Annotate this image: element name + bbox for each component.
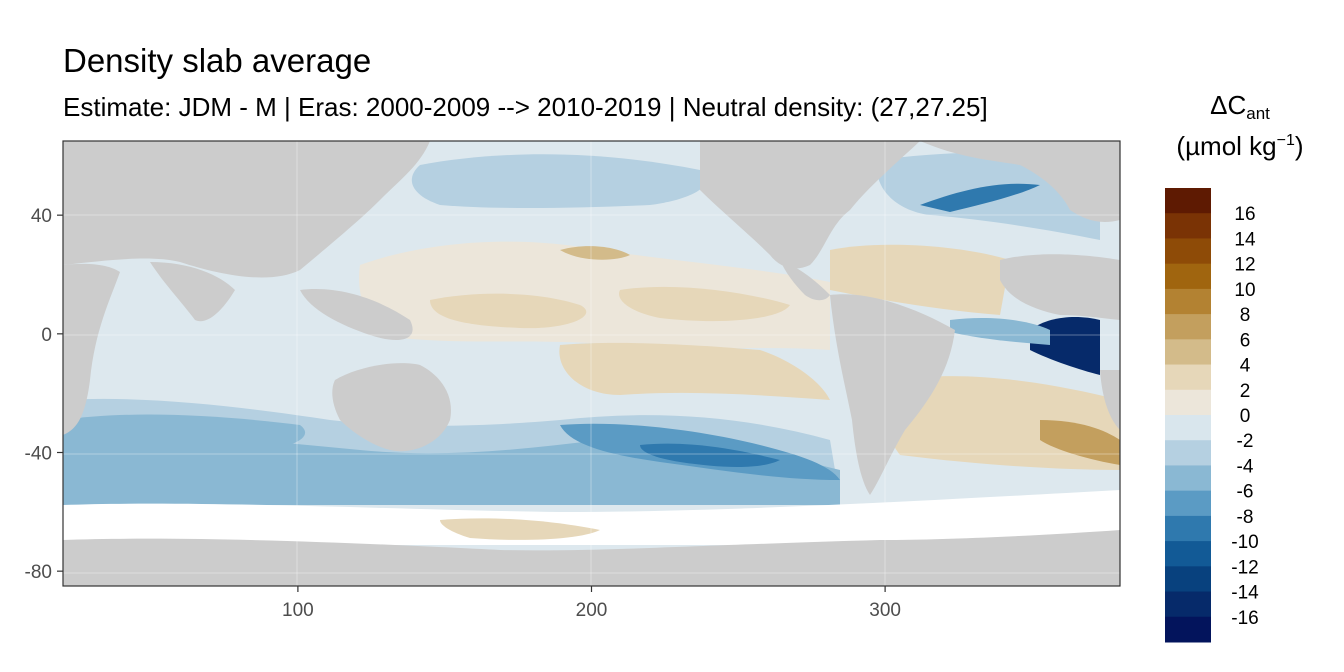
x-axis: 100 200 300 (282, 586, 901, 621)
legend-label: -10 (1231, 532, 1258, 553)
legend-label: 2 (1240, 381, 1251, 402)
antarctic-no-data (63, 490, 1120, 545)
legend-unit-pre: (µmol kg (1176, 130, 1277, 161)
legend-title: ΔCant (µmol kg−1) (1160, 86, 1320, 166)
pacific-tan-patch-1 (430, 293, 587, 329)
x-tick-label: 100 (282, 600, 314, 621)
south-pacific-darker (640, 443, 780, 467)
legend-swatch (1165, 288, 1211, 315)
pacific-tan-patch-3 (560, 246, 630, 260)
land-southern-africa-tip (1100, 370, 1120, 430)
legend-swatch (1165, 616, 1211, 643)
legend-label: -12 (1231, 557, 1258, 578)
south-atlantic-brown (1040, 420, 1120, 465)
legend-swatch (1165, 188, 1211, 214)
land-greenland-europe (920, 141, 1120, 222)
legend-swatch (1165, 213, 1211, 239)
chart-subtitle: Estimate: JDM - M | Eras: 2000-2009 --> … (63, 92, 988, 122)
land-asia (63, 141, 430, 278)
x-tick-label: 300 (869, 600, 901, 621)
north-atlantic-tan (830, 244, 1010, 315)
legend-title-line1: ΔCant (1160, 86, 1320, 127)
legend-label: -6 (1237, 482, 1254, 503)
legend-swatch (1165, 314, 1211, 340)
legend-swatch (1165, 263, 1211, 290)
legend-title-main: ΔC (1210, 90, 1247, 120)
legend-label: -4 (1237, 456, 1254, 477)
land-india (150, 262, 235, 322)
land-central-america (780, 260, 830, 301)
legend-swatch (1165, 415, 1211, 441)
antarctic-shelf-tan (440, 518, 600, 540)
legend-unit-post: ) (1294, 130, 1304, 161)
legend-swatch (1165, 566, 1211, 593)
legend-swatch (1165, 490, 1211, 517)
legend-swatch (1165, 515, 1211, 542)
legend-unit-superscript: −1 (1276, 131, 1295, 149)
grid-lines (63, 141, 1120, 586)
legend-label: -2 (1237, 431, 1254, 452)
legend-label: 14 (1234, 229, 1256, 250)
chart-title: Density slab average (63, 42, 372, 79)
north-pacific-blue (411, 154, 707, 209)
legend-label: 12 (1234, 255, 1255, 276)
legend-swatch (1165, 465, 1211, 492)
land-north-america (700, 141, 920, 269)
y-tick-label: -40 (25, 444, 52, 465)
pacific-tan-patch-2 (619, 286, 790, 322)
y-axis: 40 0 -40 -80 (25, 206, 63, 583)
legend-swatch (1165, 541, 1211, 567)
legend-label: 6 (1240, 330, 1251, 351)
legend-swatch (1165, 364, 1211, 391)
land-australia (332, 363, 451, 452)
equatorial-atlantic-band (950, 318, 1050, 345)
land-africa (63, 263, 120, 435)
indian-ocean-band (63, 414, 306, 455)
legend-swatch (1165, 591, 1211, 618)
land-west-africa (1000, 254, 1120, 320)
gulf-stream-dark (920, 183, 1040, 212)
map-panel (63, 141, 1120, 586)
legend-label: 0 (1240, 406, 1251, 427)
legend-title-subscript: ant (1246, 104, 1270, 123)
y-tick-label: -80 (25, 562, 52, 583)
y-tick-label: 40 (31, 206, 52, 227)
land-maritime-continent (300, 289, 413, 340)
legend-label: -14 (1231, 583, 1259, 604)
legend-label: -8 (1237, 507, 1254, 528)
legend-colorbar (1165, 188, 1211, 643)
pacific-south-tan (559, 342, 830, 400)
y-tick-label: 0 (41, 325, 52, 346)
legend-label: 10 (1234, 280, 1255, 301)
land-antarctica (63, 530, 1120, 586)
legend-label: 16 (1234, 204, 1255, 225)
land-south-america (830, 294, 955, 495)
legend-swatch (1165, 389, 1211, 416)
legend-label: -16 (1231, 608, 1258, 629)
x-tick-label: 200 (576, 600, 608, 621)
legend-swatch (1165, 339, 1211, 366)
legend-title-line2: (µmol kg−1) (1160, 127, 1320, 166)
legend-labels: 16 14 12 10 8 6 4 2 0 -2 -4 -6 -8 -10 -12 -14 -16 (1231, 204, 1259, 629)
legend-swatch (1165, 238, 1211, 265)
legend-swatch (1165, 440, 1211, 466)
legend-label: 4 (1240, 356, 1251, 377)
legend-label: 8 (1240, 305, 1251, 326)
